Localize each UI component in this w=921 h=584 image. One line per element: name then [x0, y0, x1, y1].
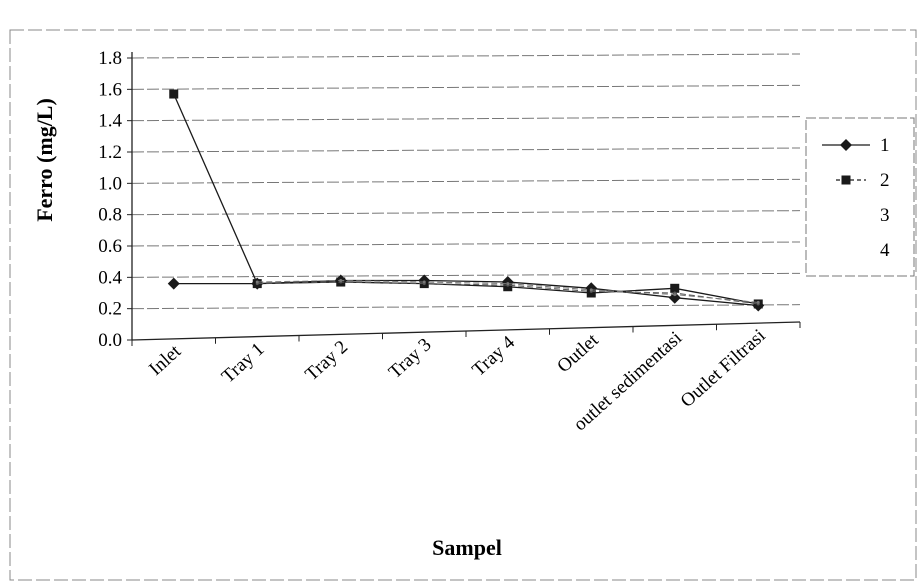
y-tick-label: 1.8 — [98, 48, 122, 69]
legend-marker — [840, 139, 852, 151]
y-tick-label: 1.4 — [98, 111, 122, 132]
series-group — [167, 89, 765, 312]
legend-box — [805, 117, 915, 277]
data-point — [255, 280, 259, 284]
x-tick-label: Tray 3 — [385, 334, 436, 383]
legend: 1 2 3 4 — [805, 117, 915, 277]
data-point — [756, 300, 760, 304]
gridline — [131, 178, 801, 184]
x-tick-label: Tray 4 — [468, 332, 519, 381]
x-tick-label: Inlet — [145, 341, 185, 380]
y-tick-label: 0.0 — [98, 330, 122, 351]
x-tick-label: Tray 2 — [301, 336, 352, 385]
legend-item-3: 3 — [880, 205, 890, 226]
series-4 — [255, 278, 760, 304]
chart-border — [9, 29, 917, 581]
x-tick-labels: Inlet Tray 1 Tray 2 Tray 3 Tray 4 Outletoutle… — [145, 325, 769, 435]
gridline — [131, 241, 801, 247]
legend-item-1: 1 — [822, 135, 890, 156]
data-point — [670, 283, 680, 293]
y-tick-label: 1.0 — [98, 173, 122, 194]
y-tick-label: 0.2 — [98, 299, 122, 320]
gridline — [131, 116, 801, 122]
legend-label: 1 — [880, 135, 890, 156]
data-point — [673, 293, 677, 297]
data-point — [339, 278, 343, 282]
gridline — [131, 84, 801, 90]
gridline — [131, 53, 801, 59]
y-axis-title: Ferro (mg/L) — [32, 98, 57, 222]
data-point — [503, 282, 513, 292]
gridline — [131, 147, 801, 153]
data-point — [167, 277, 180, 290]
data-point — [589, 288, 593, 292]
x-tick-label: Tray 1 — [218, 339, 269, 388]
y-tick-label: 0.8 — [98, 205, 122, 226]
y-tick-label: 1.2 — [98, 142, 122, 163]
x-tick-label: Outlet — [553, 329, 603, 377]
y-tick-label: 1.6 — [98, 79, 122, 100]
x-axis-title: Sampel — [432, 535, 502, 560]
legend-item-2: 2 — [836, 170, 890, 191]
chart-frame — [9, 29, 917, 581]
x-tick-label: Outlet Filtrasi — [677, 325, 770, 412]
legend-marker — [841, 175, 851, 185]
y-tick-labels: 0.0 0.2 0.4 0.6 0.8 1.0 1.2 1.4 1.6 1.8 — [98, 48, 122, 351]
gridline — [131, 272, 801, 278]
legend-label: 2 — [880, 170, 890, 191]
y-tick-label: 0.4 — [98, 267, 122, 288]
data-point — [169, 89, 179, 99]
data-point — [422, 280, 426, 284]
legend-label: 3 — [880, 205, 890, 226]
axes — [127, 52, 801, 346]
gridline — [131, 210, 801, 216]
legend-label: 4 — [880, 240, 890, 261]
series-line-2 — [173, 93, 759, 305]
legend-item-4: 4 — [880, 240, 890, 261]
gridlines — [131, 53, 801, 310]
data-point — [506, 282, 510, 286]
data-point — [586, 288, 596, 298]
y-tick-label: 0.6 — [98, 236, 122, 257]
gridline — [131, 304, 801, 310]
